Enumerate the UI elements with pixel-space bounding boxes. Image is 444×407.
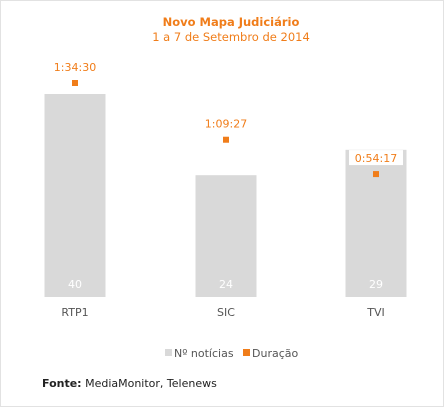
duration-label-rtp1: 1:34:30 [54, 61, 96, 74]
category-label-sic: SIC [217, 306, 235, 319]
source-text: MediaMonitor, Telenews [81, 377, 217, 390]
bar-value-label-sic: 24 [219, 278, 233, 291]
duration-marker-tvi [373, 171, 379, 178]
bar-rtp1 [44, 94, 106, 297]
chart-subtitle: 1 a 7 de Setembro de 2014 [152, 30, 310, 44]
source-note: Fonte: MediaMonitor, Telenews [42, 377, 217, 390]
duration-marker-sic [223, 136, 229, 143]
legend-label-noticias: Nº notícias [174, 347, 234, 360]
category-label-tvi: TVI [366, 306, 385, 319]
duration-label-bg-tvi [349, 150, 403, 166]
duration-label-sic: 1:09:27 [205, 118, 247, 131]
duration-marker-rtp1 [72, 80, 78, 86]
legend-label-duracao: Duração [252, 347, 298, 360]
legend-swatch-noticias [165, 349, 172, 356]
bar-value-label-tvi: 29 [369, 278, 383, 291]
source-label: Fonte: [42, 377, 82, 390]
bar-sic [195, 175, 257, 297]
legend-swatch-duracao [243, 349, 250, 356]
category-label-rtp1: RTP1 [61, 306, 88, 319]
bar-value-label-rtp1: 40 [68, 278, 82, 291]
chart-title: Novo Mapa Judiciário [163, 15, 300, 29]
duration-label-tvi: 0:54:17 [355, 152, 397, 165]
